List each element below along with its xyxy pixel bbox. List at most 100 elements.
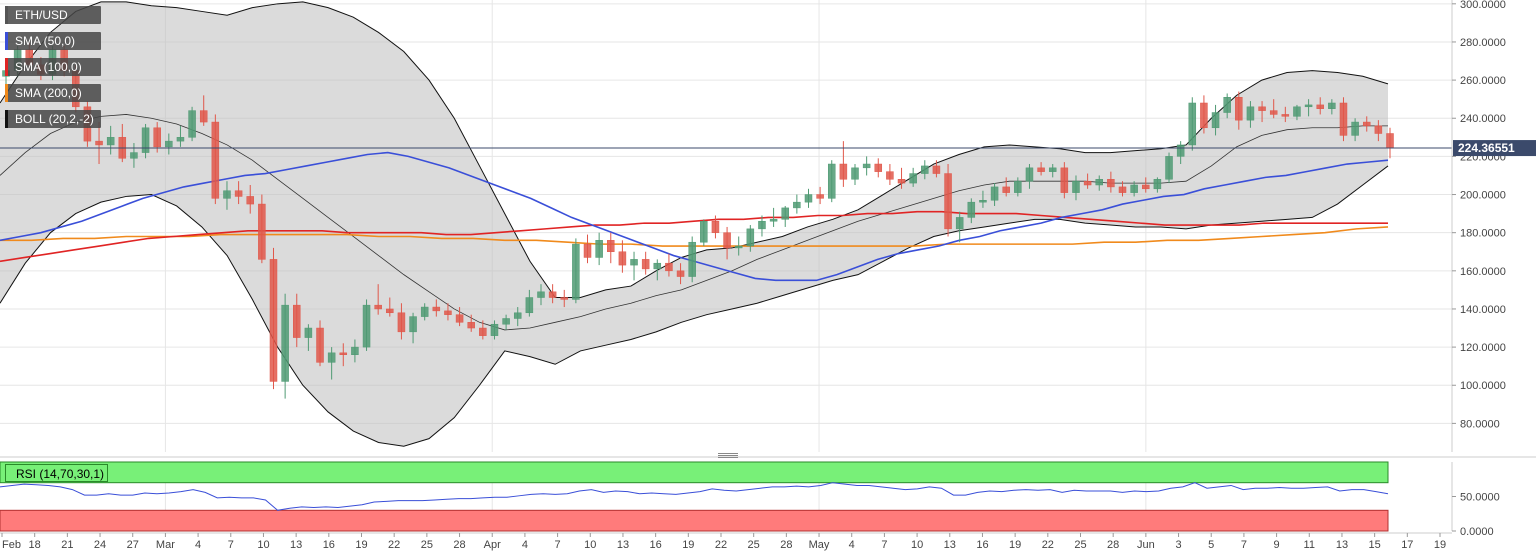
y-tick-label: 100.0000 bbox=[1460, 380, 1506, 392]
candle-body bbox=[537, 291, 545, 298]
x-tick-label: 4 bbox=[195, 539, 201, 551]
x-tick-label: 10 bbox=[257, 539, 269, 551]
symbol-text: ETH/USD bbox=[15, 8, 68, 22]
x-tick-label: 27 bbox=[127, 539, 139, 551]
x-tick-label: 22 bbox=[1042, 539, 1054, 551]
candle-body bbox=[1142, 184, 1150, 190]
candle-body bbox=[339, 352, 348, 355]
legend-sma200[interactable]: SMA (200,0) bbox=[5, 84, 101, 102]
y-tick-label: 120.0000 bbox=[1460, 342, 1506, 354]
candle-body bbox=[641, 259, 650, 270]
rsi-label[interactable]: RSI (14,70,30,1) bbox=[5, 464, 108, 482]
candle-body bbox=[420, 306, 429, 317]
candle-body bbox=[281, 304, 289, 382]
candle-body bbox=[816, 194, 824, 199]
candle-body bbox=[1025, 167, 1034, 182]
candle-body bbox=[979, 200, 987, 203]
x-tick-label: 13 bbox=[290, 539, 302, 551]
y-tick-label: 200.0000 bbox=[1460, 190, 1506, 202]
legend-sma100[interactable]: SMA (100,0) bbox=[5, 58, 101, 76]
candle-body bbox=[595, 240, 603, 258]
current-price-label-bg bbox=[1453, 140, 1536, 157]
y-tick-label: 280.0000 bbox=[1460, 37, 1506, 49]
candle-body bbox=[804, 194, 813, 203]
candle-body bbox=[746, 228, 755, 247]
candle-body bbox=[293, 304, 301, 338]
candle-body bbox=[130, 152, 138, 159]
candle-body bbox=[1165, 156, 1173, 180]
x-tick-label: 25 bbox=[748, 539, 760, 551]
pane-resize-handle[interactable] bbox=[718, 453, 738, 459]
x-tick-label: 19 bbox=[355, 539, 367, 551]
candle-body bbox=[944, 173, 952, 230]
candle-body bbox=[897, 179, 906, 184]
candle-body bbox=[211, 121, 220, 199]
x-tick-label: Apr bbox=[484, 539, 501, 551]
legend-swatch-sma200 bbox=[5, 84, 8, 102]
sma100-line bbox=[0, 210, 1388, 263]
x-tick-label: 10 bbox=[911, 539, 923, 551]
candle-body bbox=[734, 245, 743, 249]
candle-body bbox=[1328, 102, 1336, 109]
x-tick-label: 13 bbox=[944, 539, 956, 551]
candle-body bbox=[886, 171, 894, 180]
candle-body bbox=[1107, 179, 1115, 188]
y-tick-label: 180.0000 bbox=[1460, 228, 1506, 240]
candle-body bbox=[874, 163, 883, 172]
legend-sma50[interactable]: SMA (50,0) bbox=[5, 32, 101, 50]
candle-body bbox=[700, 220, 708, 243]
candle-body bbox=[304, 327, 313, 338]
candle-body bbox=[246, 196, 254, 205]
candle-body bbox=[1304, 104, 1313, 108]
candle-body bbox=[223, 190, 231, 199]
legend-boll[interactable]: BOLL (20,2,-2) bbox=[5, 110, 101, 128]
candle-body bbox=[711, 220, 720, 233]
candle-body bbox=[607, 240, 615, 252]
candle-body bbox=[572, 243, 580, 300]
x-tick-label: 18 bbox=[29, 539, 41, 551]
bollinger-band-fill bbox=[0, 1, 1388, 447]
current-price-label: 224.36551 bbox=[1458, 141, 1515, 155]
candle-body bbox=[351, 346, 359, 355]
candle-body bbox=[188, 110, 196, 138]
candle-body bbox=[386, 308, 394, 314]
candle-body bbox=[676, 270, 685, 277]
candle-body bbox=[1351, 121, 1359, 136]
candle-body bbox=[688, 241, 696, 277]
symbol-label[interactable]: ETH/USD bbox=[5, 6, 101, 24]
candle-body bbox=[781, 207, 789, 220]
candle-body bbox=[234, 190, 243, 197]
rsi-overbought-zone bbox=[0, 461, 1389, 484]
candle-body bbox=[758, 220, 766, 230]
x-tick-label: 7 bbox=[1241, 539, 1247, 551]
candle-body bbox=[153, 127, 161, 148]
candle-body bbox=[1246, 106, 1255, 121]
candle-body bbox=[560, 297, 569, 300]
bollinger-lower-line bbox=[0, 165, 1389, 447]
x-tick-label: 19 bbox=[1434, 539, 1446, 551]
rsi-y-tick-label: 0.0000 bbox=[1460, 526, 1494, 538]
candle-body bbox=[513, 312, 522, 319]
x-tick-label: Jun bbox=[1137, 539, 1155, 551]
x-tick-label: Mar bbox=[156, 539, 175, 551]
legend-label: BOLL (20,2,-2) bbox=[15, 112, 94, 126]
x-tick-label: 11 bbox=[1304, 539, 1315, 551]
legend-swatch-sma100 bbox=[5, 58, 8, 76]
candle-body bbox=[258, 203, 266, 260]
rsi-line bbox=[0, 482, 1389, 511]
candle-body bbox=[525, 297, 534, 314]
legend-label: SMA (200,0) bbox=[15, 86, 82, 100]
candle-body bbox=[467, 322, 475, 329]
x-tick-label: 21 bbox=[61, 539, 73, 551]
candle-body bbox=[955, 217, 964, 230]
x-tick-label: 16 bbox=[976, 539, 988, 551]
candle-body bbox=[1176, 144, 1185, 157]
x-tick-label: 9 bbox=[1274, 539, 1280, 551]
candle-body bbox=[1223, 97, 1231, 113]
candle-body bbox=[1339, 102, 1348, 136]
x-tick-label: 24 bbox=[94, 539, 106, 551]
candle-body bbox=[444, 310, 452, 315]
candle-body bbox=[1118, 186, 1127, 193]
candle-body bbox=[95, 140, 103, 146]
